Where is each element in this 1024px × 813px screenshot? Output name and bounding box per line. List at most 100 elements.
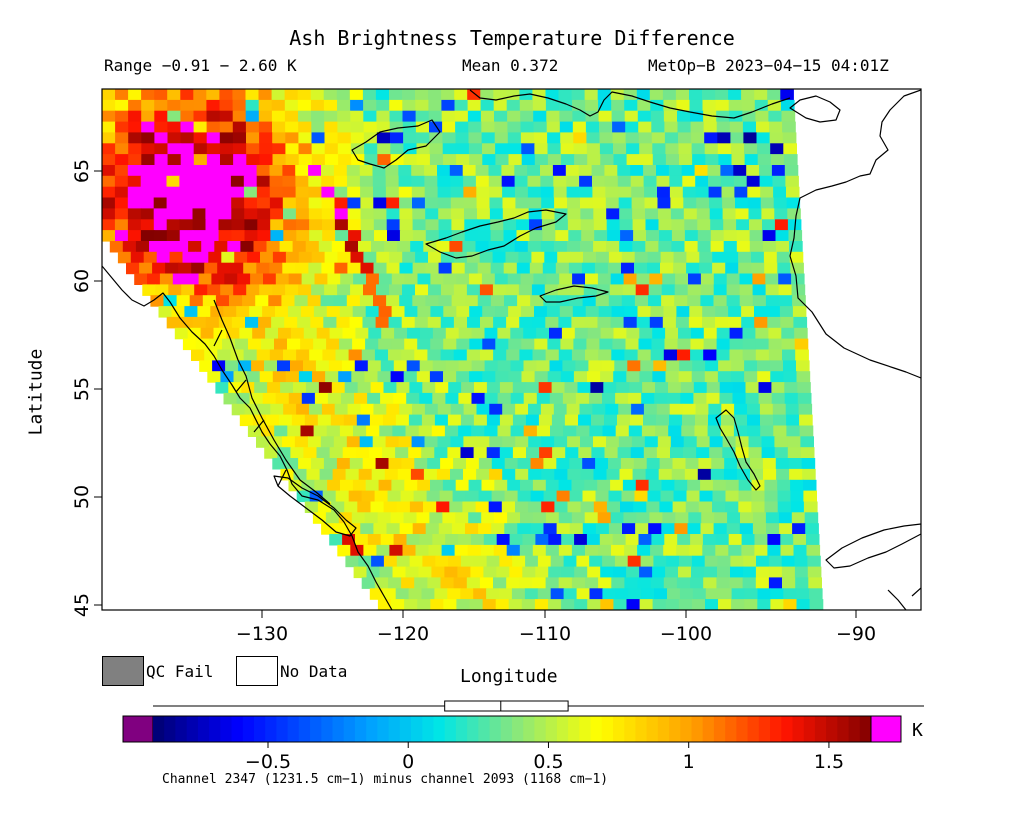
swath-pixel [284, 110, 299, 123]
swath-pixel [519, 544, 534, 557]
swath-pixel [244, 186, 258, 199]
swath-pixel [324, 284, 338, 296]
swath-pixel [567, 436, 581, 448]
swath-pixel [557, 284, 572, 296]
swath-pixel [158, 306, 172, 318]
swath-pixel [499, 447, 514, 459]
swath-pixel [781, 338, 796, 351]
swath-pixel [786, 425, 801, 437]
swath-pixel [256, 165, 271, 177]
swath-pixel [587, 566, 601, 579]
swath-pixel [332, 468, 347, 481]
swath-pixel [337, 110, 351, 123]
swath-pixel [314, 479, 328, 492]
swath-pixel [256, 186, 271, 199]
swath-pixel [571, 316, 586, 329]
swath-pixel [476, 197, 491, 209]
colorbar-segment [186, 716, 199, 742]
swath-pixel [770, 599, 785, 610]
swath-pixel [295, 186, 310, 199]
swath-pixel [732, 382, 747, 394]
swath-pixel [428, 544, 443, 557]
swath-pixel [658, 468, 673, 481]
swath-pixel [666, 360, 680, 372]
swath-pixel [582, 490, 597, 503]
swath-pixel [115, 132, 129, 144]
swath-pixel [206, 132, 221, 144]
swath-pixel [646, 230, 660, 242]
swath-pixel [440, 316, 455, 329]
swath-pixel [636, 273, 650, 285]
range-text: Range −0.91 − 2.60 K [104, 56, 297, 75]
swath-pixel [445, 392, 460, 405]
swath-pixel [243, 349, 258, 361]
swath-pixel [180, 99, 194, 112]
swath-pixel [363, 110, 377, 123]
swath-pixel [274, 425, 288, 437]
swath-pixel [770, 371, 784, 383]
x-tick-label: −100 [660, 623, 712, 645]
swath-pixel [348, 490, 363, 503]
swath-pixel [337, 143, 352, 155]
swath-pixel [480, 110, 495, 123]
swath-pixel [534, 306, 548, 318]
swath-pixel [713, 523, 728, 535]
colorbar-segment [635, 716, 648, 742]
swath-pixel [166, 230, 181, 242]
swath-pixel [507, 512, 521, 524]
swath-pixel [244, 208, 258, 220]
swath-pixel [754, 544, 768, 557]
swath-pixel [178, 262, 192, 275]
swath-pixel [629, 382, 643, 394]
swath-pixel [722, 447, 736, 459]
y-tick-label: 65 [71, 159, 93, 183]
swath-pixel [803, 501, 818, 513]
swath-pixel [311, 132, 326, 144]
swath-pixel [598, 577, 612, 589]
swath-pixel [403, 512, 417, 524]
swath-pixel [745, 382, 759, 394]
swath-pixel [416, 371, 431, 383]
swath-pixel [350, 284, 364, 296]
swath-pixel [263, 273, 277, 285]
swath-pixel [208, 338, 223, 351]
swath-pixel [355, 327, 369, 340]
swath-pixel [193, 99, 208, 112]
swath-pixel [438, 262, 453, 275]
swath-pixel [360, 208, 375, 220]
swath-pixel [768, 110, 783, 123]
swath-pixel [482, 371, 496, 383]
swath-pixel [544, 251, 558, 264]
swath-pixel [514, 175, 529, 188]
swath-pixel [275, 392, 290, 405]
swath-pixel [521, 599, 536, 610]
swath-pixel [337, 99, 351, 112]
swath-pixel [651, 338, 666, 351]
swath-pixel [280, 468, 294, 481]
swath-pixel [188, 241, 202, 253]
swath-pixel [754, 306, 768, 318]
swath-pixel [782, 577, 796, 589]
swath-pixel [545, 479, 560, 492]
swath-pixel [632, 219, 647, 231]
swath-pixel [308, 175, 322, 188]
swath-pixel [680, 382, 695, 394]
swath-pixel [389, 251, 403, 264]
swath-pixel [180, 154, 195, 166]
swath-pixel [799, 414, 813, 427]
swath-pixel [650, 349, 665, 361]
swath-pixel [243, 262, 257, 275]
swath-pixel [669, 414, 683, 427]
swath-pixel [652, 371, 667, 383]
swath-pixel [249, 306, 263, 318]
swath-pixel [593, 208, 607, 220]
swath-pixel [551, 382, 566, 394]
swath-pixel [624, 99, 638, 112]
swath-pixel [504, 490, 519, 503]
swath-pixel [642, 382, 656, 394]
swath-pixel [595, 458, 609, 470]
swath-pixel [614, 555, 629, 568]
swath-pixel [794, 327, 808, 340]
swath-pixel [258, 89, 273, 101]
swath-pixel [628, 425, 643, 437]
